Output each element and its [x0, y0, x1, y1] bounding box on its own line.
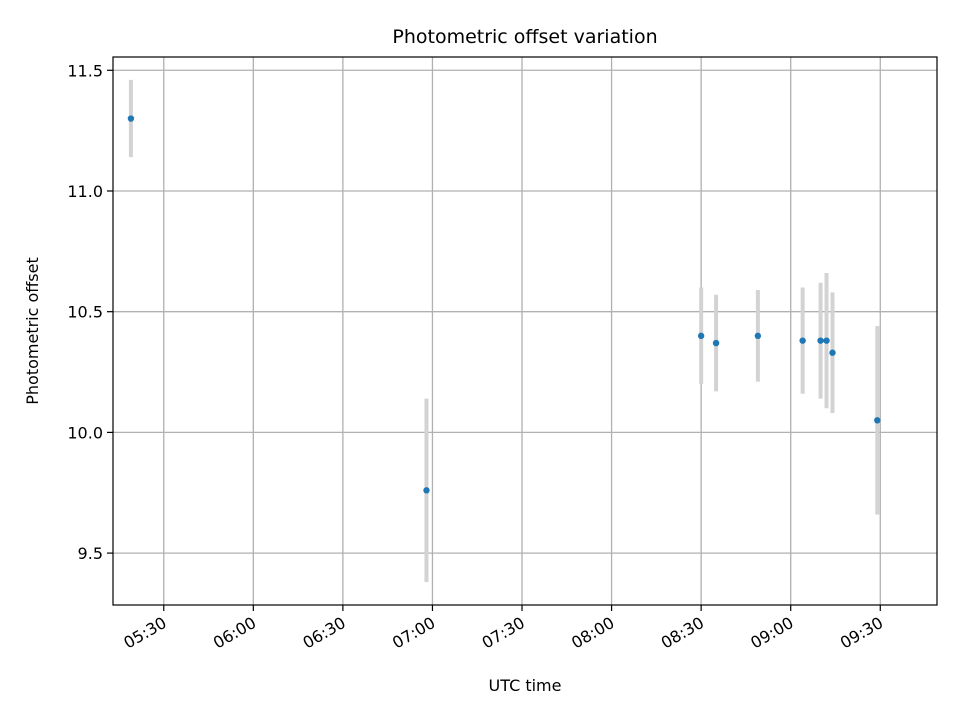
x-tick-label: 09:30	[837, 613, 886, 653]
chart-title: Photometric offset variation	[392, 26, 657, 48]
data-point	[823, 337, 830, 344]
data-point	[712, 339, 720, 347]
y-tick-label: 9.5	[78, 544, 103, 563]
data-points	[127, 115, 881, 494]
y-tick-label: 10.0	[67, 423, 103, 442]
gridlines	[113, 57, 937, 605]
x-tick-label: 09:00	[747, 613, 796, 653]
data-point	[754, 332, 762, 340]
y-axis-label: Photometric offset	[23, 257, 42, 405]
x-tick-label: 07:30	[479, 613, 528, 653]
data-point	[874, 417, 881, 424]
x-tick-label: 08:00	[568, 613, 617, 653]
error-bars	[128, 79, 880, 583]
y-tick-label: 11.5	[67, 61, 103, 80]
x-axis-label: UTC time	[489, 676, 562, 695]
x-tick-label: 05:30	[120, 613, 169, 653]
x-tick-label: 06:00	[210, 613, 259, 653]
data-point	[697, 332, 705, 340]
data-point	[799, 337, 806, 344]
plot-frame	[112, 56, 938, 606]
x-tick-label: 08:30	[658, 613, 707, 653]
data-point	[817, 337, 824, 344]
data-point	[829, 349, 836, 356]
x-axis-ticks: 05:30 06:00 06:30 07:00 07:30 08:00 08:30 09:00…	[120, 605, 886, 653]
y-axis-ticks: 9.5 10.0 10.5 11.0 11.5	[67, 61, 113, 563]
y-tick-label: 10.5	[67, 303, 103, 322]
x-tick-label: 06:30	[299, 613, 348, 653]
data-point	[423, 487, 430, 494]
x-tick-label: 07:00	[389, 613, 438, 653]
data-point	[127, 115, 135, 122]
y-tick-label: 11.0	[67, 182, 103, 201]
